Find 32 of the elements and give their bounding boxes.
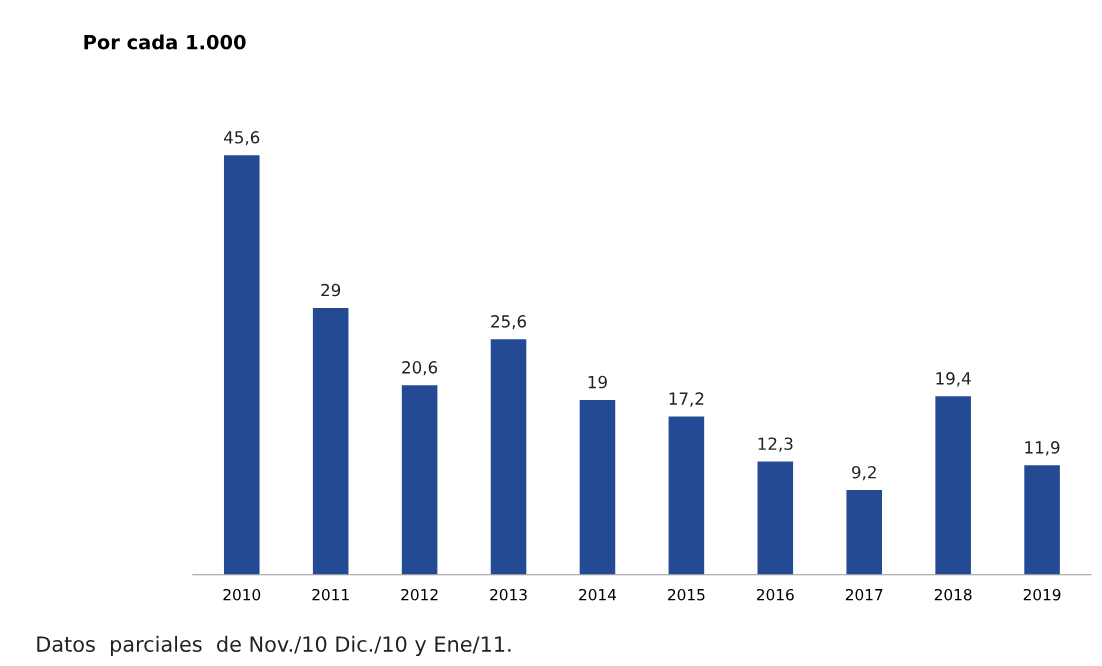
bar — [846, 490, 883, 575]
text: Datos parciales de Nov./10 Dic./10 y Ene/11. — [37, 635, 511, 657]
data-label: 17,2 — [669, 392, 704, 407]
bar — [668, 416, 705, 575]
bar — [757, 461, 794, 575]
data-label: 11,9 — [1025, 441, 1060, 456]
x-tick-label: 2018 — [934, 588, 972, 601]
x-tick-label: 2017 — [845, 588, 883, 601]
x-tick-label: 2012 — [401, 588, 438, 601]
chart-title: Por cada 1.000 — [84, 34, 246, 50]
x-tick-label: 2013 — [490, 588, 527, 601]
bar — [935, 396, 971, 575]
bar — [490, 339, 527, 575]
data-label: 25,6 — [491, 315, 527, 330]
x-tick-label: 2016 — [756, 588, 794, 601]
x-tick-label: 2014 — [579, 588, 617, 601]
bar — [1024, 465, 1060, 575]
x-tick-label: 2011 — [312, 588, 349, 601]
x-tick-label: 2010 — [223, 588, 261, 601]
bar — [579, 399, 616, 575]
data-label: 29 — [321, 283, 341, 297]
x-tick-label: 2019 — [1023, 588, 1061, 601]
data-label: 9,2 — [852, 465, 876, 481]
data-label: 12,3 — [758, 437, 793, 452]
data-label: 45,6 — [224, 131, 260, 146]
bar — [401, 385, 438, 575]
x-tick-label: 2015 — [668, 588, 705, 601]
bar — [312, 307, 349, 575]
data-label: 20,6 — [402, 361, 438, 376]
bar — [223, 155, 260, 575]
data-label: 19,4 — [936, 372, 971, 387]
data-label: 19 — [588, 375, 607, 389]
